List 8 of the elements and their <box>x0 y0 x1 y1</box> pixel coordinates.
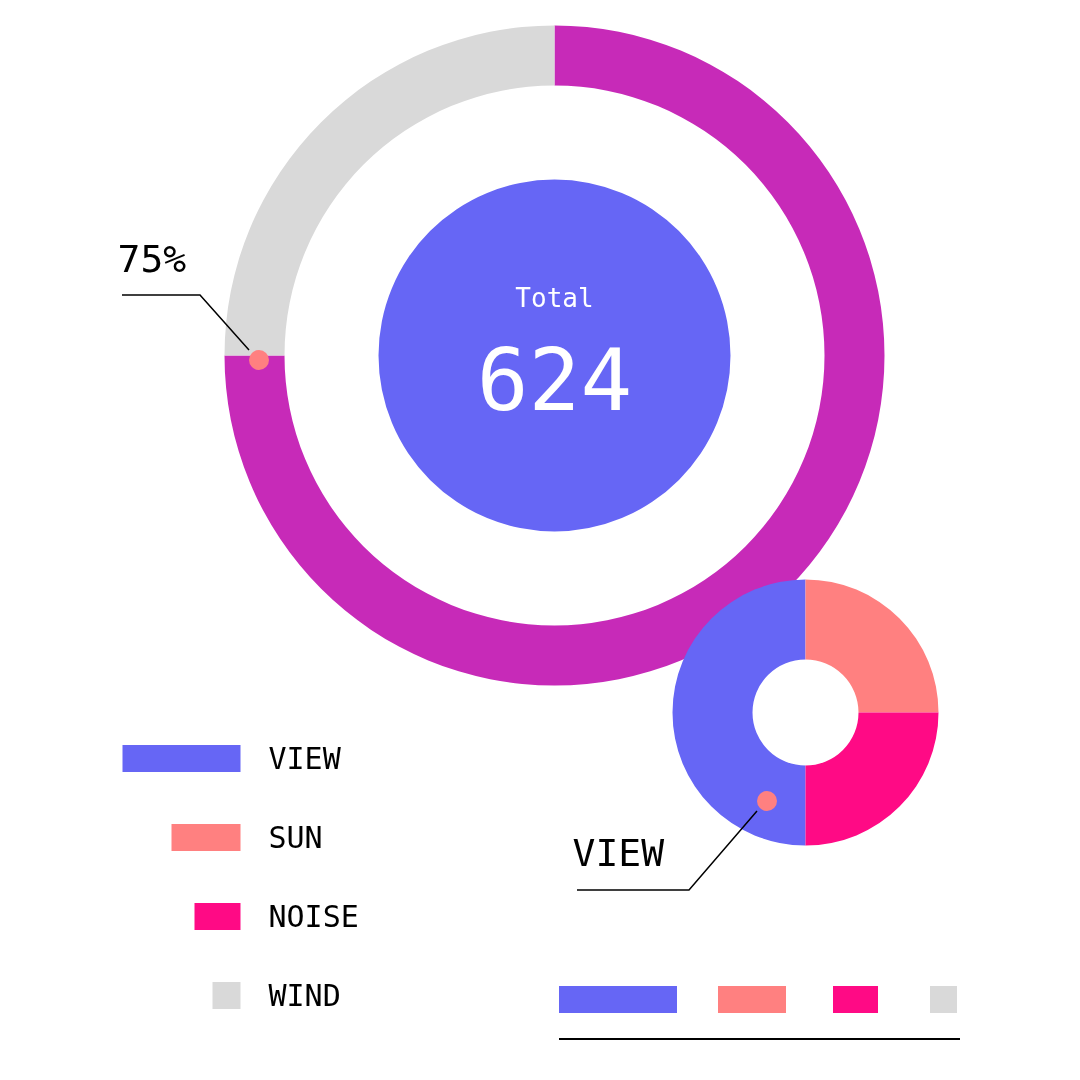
text: 624 <box>476 330 633 430</box>
text: 75% <box>117 236 187 281</box>
text: Total <box>515 282 594 313</box>
legend-label: WIND <box>268 978 341 1013</box>
legend-label: VIEW <box>268 741 342 776</box>
text: VIEW <box>572 830 665 875</box>
legend-label: NOISE <box>268 899 359 934</box>
legend-label: SUN <box>268 820 323 855</box>
